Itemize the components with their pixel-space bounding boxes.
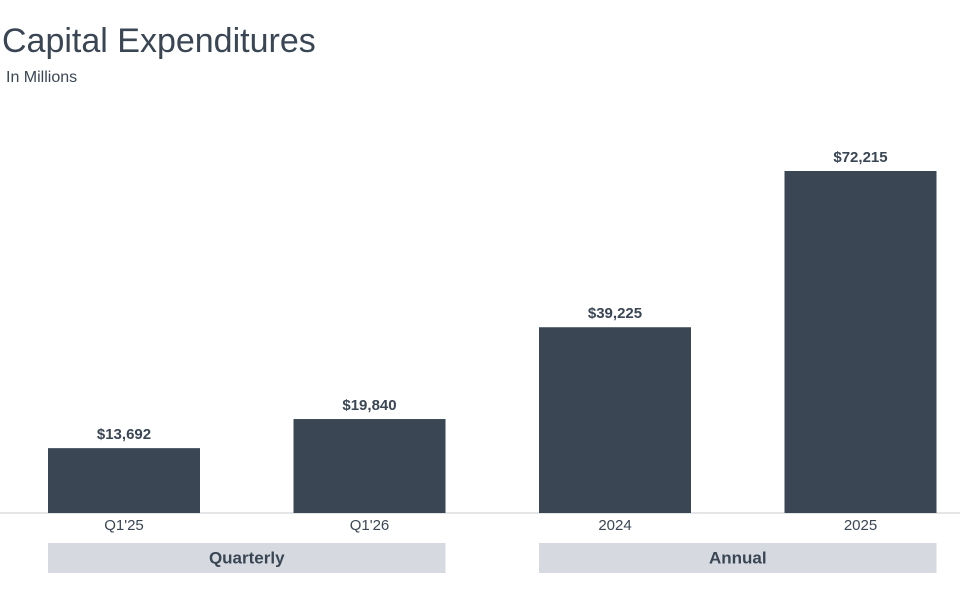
value-label: $72,215 (833, 149, 887, 166)
x-tick-label: Q1'26 (350, 517, 390, 534)
bar (293, 419, 446, 513)
value-label: $13,692 (97, 426, 151, 443)
group-box (48, 543, 446, 573)
bar (539, 327, 691, 513)
value-label: $39,225 (588, 305, 642, 322)
bar (48, 448, 200, 513)
value-label: $19,840 (342, 397, 396, 414)
x-tick-label: 2025 (844, 517, 877, 534)
chart-subtitle: In Millions (6, 69, 77, 86)
chart-title: Capital Expenditures (2, 22, 316, 60)
group-label: Quarterly (209, 548, 285, 567)
group-box (539, 543, 937, 573)
group-label: Annual (709, 548, 767, 567)
x-tick-label: 2024 (598, 517, 631, 534)
bar (784, 171, 937, 513)
x-tick-label: Q1'25 (104, 517, 144, 534)
